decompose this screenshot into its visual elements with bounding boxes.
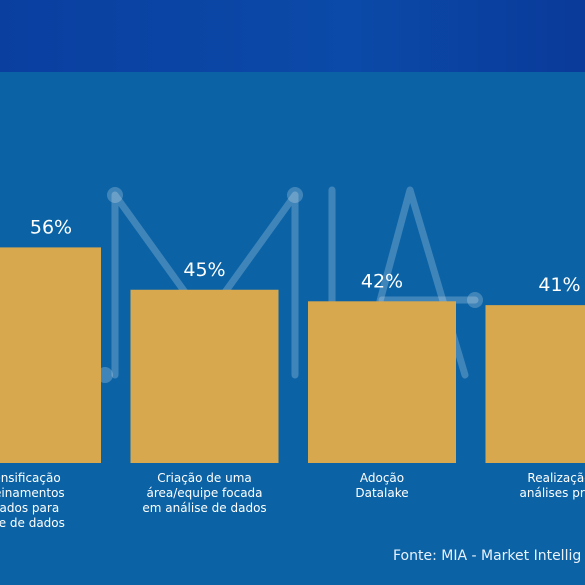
value-label-1: 45% <box>183 259 225 281</box>
category-label-1-line-1: área/equipe focada <box>146 486 262 500</box>
bar-1 <box>130 289 279 463</box>
value-label-3: 41% <box>538 274 580 296</box>
bar-3 <box>485 305 585 463</box>
category-label-3-line-1: análises pred <box>520 486 585 500</box>
header-band <box>0 0 585 72</box>
category-label-2-line-1: Datalake <box>355 486 408 500</box>
category-label-2-line-0: Adoção <box>360 471 404 485</box>
category-label-0-line-0: ensificação <box>0 471 61 485</box>
category-label-1-line-0: Criação de uma <box>157 471 252 485</box>
category-label-0-line-3: ise de dados <box>0 516 65 530</box>
bar-0 <box>0 247 101 463</box>
category-label-0-line-2: tados para <box>0 501 59 515</box>
value-labels-group: 56% 45% 42% 41% <box>30 216 581 296</box>
bar-2 <box>308 301 456 463</box>
category-label-3-line-0: Realização <box>527 471 585 485</box>
category-label-1-line-2: em análise de dados <box>142 501 266 515</box>
bars-group <box>0 247 585 463</box>
category-labels-group: ensificaçãoreinamentostados paraise de d… <box>0 471 585 530</box>
source-note: Fonte: MIA - Market Intellig <box>393 548 582 564</box>
value-label-2: 42% <box>361 270 403 292</box>
category-label-0-line-1: reinamentos <box>0 486 65 500</box>
value-label-0: 56% <box>30 216 72 238</box>
